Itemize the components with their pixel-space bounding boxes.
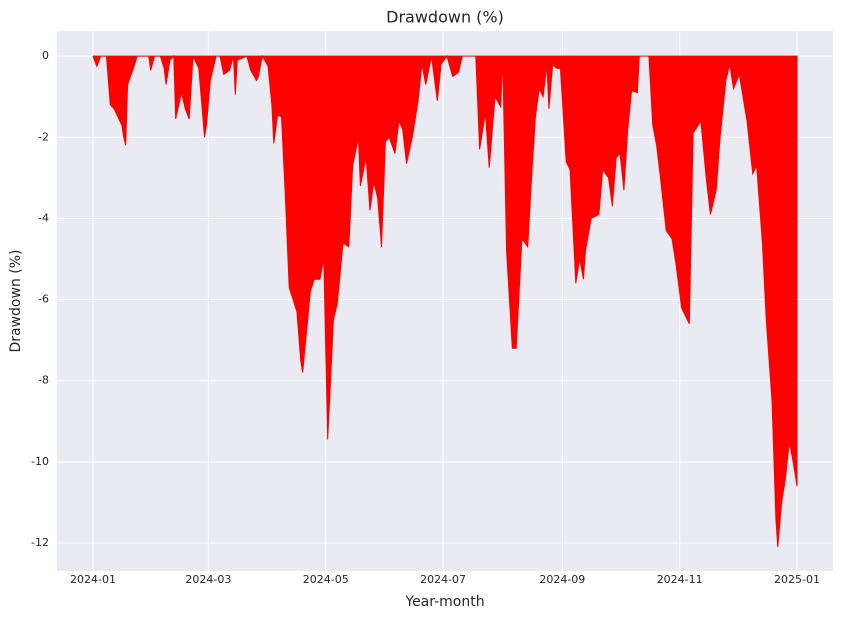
y-axis-label: Drawdown (%)	[8, 249, 24, 352]
x-tick-label: 2024-07	[420, 573, 466, 586]
x-tick-label: 2024-01	[70, 573, 116, 586]
chart-title: Drawdown (%)	[386, 8, 504, 27]
y-tick-label: -2	[38, 130, 49, 143]
x-tick-label: 2024-09	[539, 573, 585, 586]
x-tick-label: 2024-05	[303, 573, 349, 586]
y-tick-label: -12	[31, 536, 49, 549]
y-tick-label: -4	[38, 211, 49, 224]
x-tick-label: 2024-11	[657, 573, 703, 586]
drawdown-area	[92, 54, 798, 548]
y-tick-label: 0	[42, 49, 49, 62]
x-axis-label: Year-month	[404, 594, 484, 610]
x-tick-label: 2024-03	[185, 573, 231, 586]
y-tick-label: -8	[38, 374, 49, 387]
y-tick-label: -6	[38, 293, 49, 306]
y-tick-label: -10	[31, 455, 49, 468]
x-tick-label: 2025-01	[774, 573, 820, 586]
